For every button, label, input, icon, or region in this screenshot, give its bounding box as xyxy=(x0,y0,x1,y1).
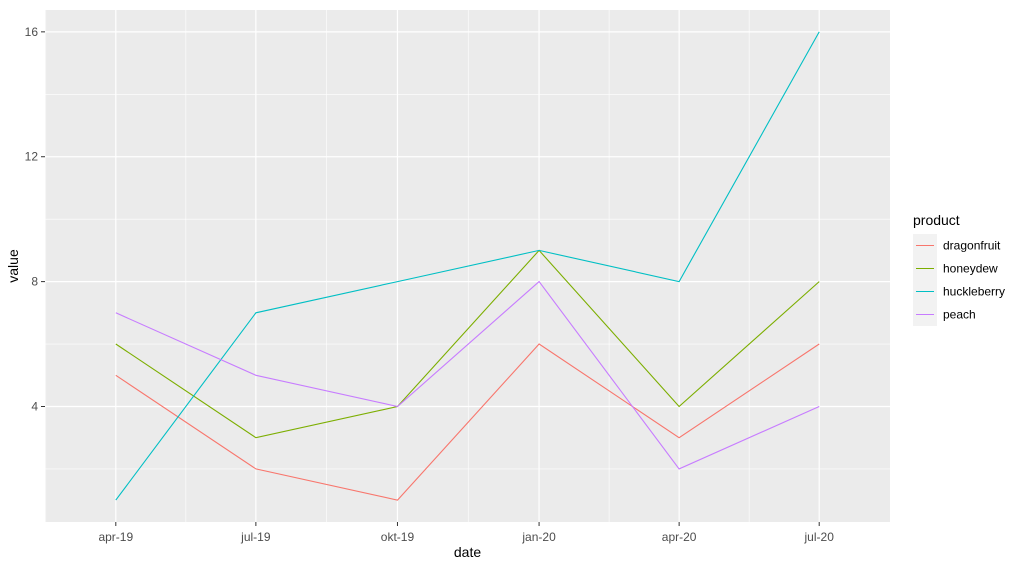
x-tick-label: jul-20 xyxy=(804,530,835,544)
x-tick-label: apr-20 xyxy=(662,530,697,544)
y-tick-label: 4 xyxy=(31,399,38,413)
legend-label-honeydew: honeydew xyxy=(943,262,998,276)
series-line-dragonfruit xyxy=(115,343,820,501)
legend: product dragonfruit honeydew huckleberry pe… xyxy=(913,212,1005,326)
legend-title: product xyxy=(913,212,960,228)
grid-lines xyxy=(45,10,890,522)
x-axis-title: date xyxy=(454,544,481,560)
y-tick-label: 12 xyxy=(25,150,39,164)
series-lines xyxy=(115,31,820,501)
x-tick-label: okt-19 xyxy=(381,530,415,544)
y-tick-label: 16 xyxy=(25,25,39,39)
x-tick-label: apr-19 xyxy=(98,530,133,544)
series-line-huckleberry xyxy=(115,31,820,501)
series-line-honeydew xyxy=(115,249,820,439)
y-axis-title: value xyxy=(5,249,21,283)
x-tick-label: jul-19 xyxy=(240,530,271,544)
legend-label-dragonfruit: dragonfruit xyxy=(943,239,1001,253)
legend-label-huckleberry: huckleberry xyxy=(943,285,1005,299)
x-tick-label: jan-20 xyxy=(521,530,556,544)
legend-label-peach: peach xyxy=(943,308,976,322)
y-tick-label: 8 xyxy=(31,275,38,289)
series-line-peach xyxy=(115,280,820,470)
y-axis: 4 8 12 16 xyxy=(25,25,45,413)
x-axis: apr-19 jul-19 okt-19 jan-20 apr-20 jul-20 xyxy=(98,522,834,544)
